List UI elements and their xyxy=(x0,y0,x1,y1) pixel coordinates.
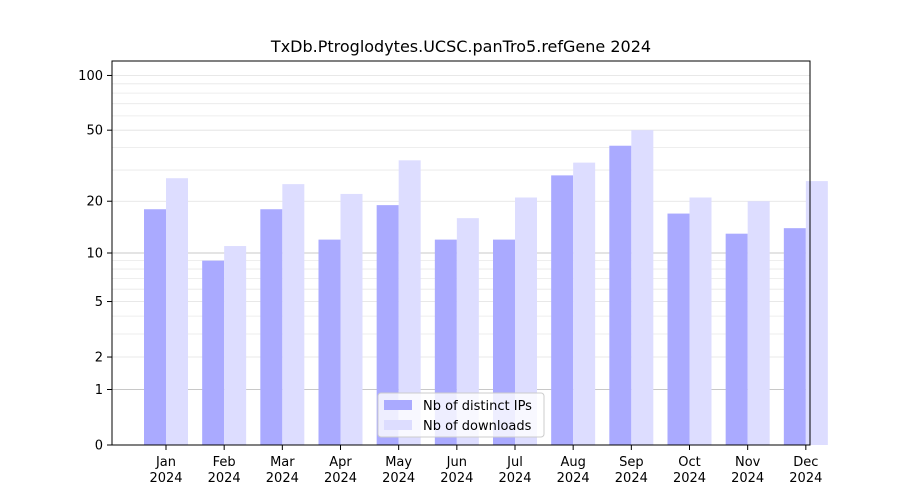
x-tick-label-month: Nov xyxy=(735,455,761,470)
x-tick-label-year: 2024 xyxy=(266,471,299,486)
x-tick-label-year: 2024 xyxy=(208,471,241,486)
x-tick-label-year: 2024 xyxy=(440,471,473,486)
bar-distinct-ips xyxy=(783,228,806,445)
y-tick-label: 2 xyxy=(95,351,103,366)
x-tick-label-year: 2024 xyxy=(673,471,706,486)
legend-swatch xyxy=(384,420,412,430)
bar-downloads xyxy=(398,160,421,445)
legend-label: Nb of downloads xyxy=(423,419,532,434)
y-tick-label: 10 xyxy=(86,247,103,262)
x-tick-label-month: Jan xyxy=(155,455,176,470)
x-tick-label-month: Feb xyxy=(213,455,236,470)
legend-box xyxy=(377,392,545,438)
x-tick-label-year: 2024 xyxy=(789,471,822,486)
bar-downloads xyxy=(340,193,363,445)
bar-downloads xyxy=(515,197,537,445)
x-tick-label-year: 2024 xyxy=(324,471,357,486)
x-tick-label-month: Oct xyxy=(678,455,700,470)
x-tick-label-month: Mar xyxy=(270,455,295,470)
bar-downloads xyxy=(573,162,596,445)
x-tick-label-month: May xyxy=(385,455,412,470)
x-tick-label-year: 2024 xyxy=(498,471,531,486)
bar-downloads xyxy=(689,197,712,445)
bar-distinct-ips xyxy=(318,239,341,445)
bar-distinct-ips xyxy=(725,233,748,445)
y-tick-label: 50 xyxy=(86,124,103,139)
bar-distinct-ips xyxy=(609,145,632,445)
x-tick-label-year: 2024 xyxy=(149,471,182,486)
y-tick-label: 100 xyxy=(78,69,103,84)
bar-downloads xyxy=(456,218,479,445)
plot-frame xyxy=(111,60,811,446)
x-tick-label-month: Jul xyxy=(506,455,523,470)
bar-distinct-ips xyxy=(667,213,690,445)
y-tick-label: 5 xyxy=(95,295,103,310)
y-axis: 0 1 2 5 10 20 50 100 xyxy=(78,69,112,454)
bar-downloads xyxy=(631,130,654,445)
y-tick-label: 0 xyxy=(95,439,103,454)
y-tick-label: 1 xyxy=(95,383,103,398)
legend-label: Nb of distinct IPs xyxy=(423,399,532,414)
bar-downloads xyxy=(805,181,828,445)
x-tick-label-month: Apr xyxy=(329,455,352,470)
bar-distinct-ips xyxy=(144,209,166,445)
bar-distinct-ips xyxy=(551,175,574,445)
x-tick-label-month: Sep xyxy=(619,455,644,470)
x-tick-label-year: 2024 xyxy=(731,471,764,486)
x-axis: Jan2024Feb2024Mar2024Apr2024May2024Jun20… xyxy=(149,445,822,486)
x-tick-label-year: 2024 xyxy=(557,471,590,486)
chart-title: TxDb.Ptroglodytes.UCSC.panTro5.refGene 2… xyxy=(270,37,651,56)
bar-distinct-ips xyxy=(260,209,283,445)
legend: Nb of distinct IPs Nb of downloads xyxy=(377,392,545,438)
bar-downloads xyxy=(166,178,188,446)
bar-downloads xyxy=(747,201,770,445)
x-tick-label-month: Jun xyxy=(446,455,467,470)
y-tick-label: 20 xyxy=(86,195,103,210)
bar-downloads xyxy=(224,246,247,445)
x-tick-label-year: 2024 xyxy=(615,471,648,486)
bar-downloads xyxy=(282,184,305,446)
legend-swatch xyxy=(384,400,412,410)
bar-distinct-ips xyxy=(376,205,399,445)
x-tick-label-month: Dec xyxy=(793,455,818,470)
bars xyxy=(144,130,828,446)
x-tick-label-year: 2024 xyxy=(382,471,415,486)
x-tick-label-month: Aug xyxy=(560,455,585,470)
bar-distinct-ips xyxy=(202,260,225,445)
